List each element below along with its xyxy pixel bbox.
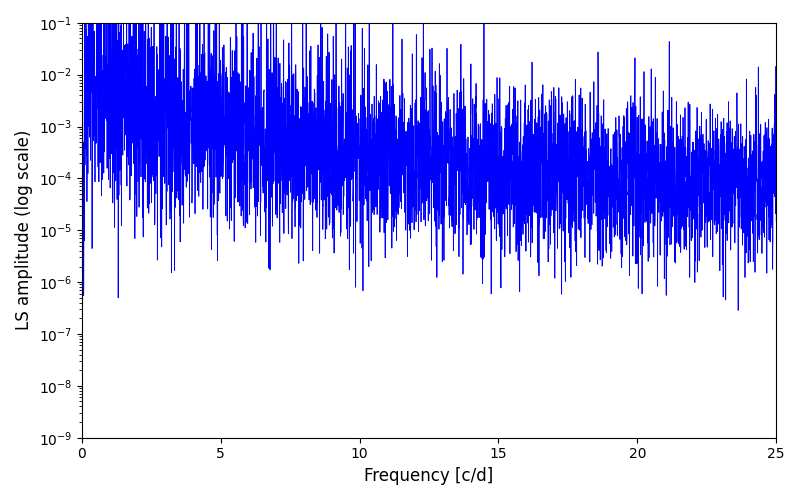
X-axis label: Frequency [c/d]: Frequency [c/d] — [364, 467, 494, 485]
Y-axis label: LS amplitude (log scale): LS amplitude (log scale) — [15, 130, 33, 330]
